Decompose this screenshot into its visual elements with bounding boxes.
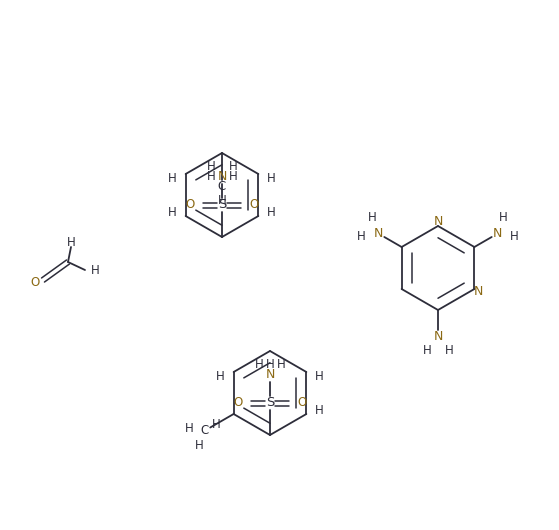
Text: H: H (195, 439, 203, 452)
Text: H: H (207, 160, 215, 172)
Text: H: H (216, 369, 225, 383)
Text: N: N (473, 285, 483, 298)
Text: H: H (423, 343, 432, 357)
Text: C: C (218, 181, 226, 193)
Text: H: H (229, 170, 238, 182)
Text: H: H (267, 206, 276, 218)
Text: S: S (266, 396, 274, 410)
Text: H: H (315, 369, 324, 383)
Text: H: H (168, 206, 177, 218)
Text: H: H (357, 230, 366, 243)
Text: H: H (444, 343, 453, 357)
Text: H: H (315, 403, 324, 417)
Text: O: O (297, 396, 307, 410)
Text: H: H (277, 358, 286, 370)
Text: H: H (184, 422, 193, 435)
Text: H: H (255, 358, 263, 370)
Text: N: N (433, 331, 443, 343)
Text: H: H (67, 235, 75, 249)
Text: H: H (267, 172, 276, 184)
Text: H: H (510, 230, 519, 243)
Text: H: H (229, 160, 238, 172)
Text: N: N (266, 368, 274, 382)
Text: H: H (266, 358, 274, 372)
Text: H: H (212, 418, 221, 430)
Text: S: S (218, 199, 226, 211)
Text: C: C (200, 425, 209, 437)
Text: O: O (30, 277, 40, 289)
Text: H: H (368, 211, 377, 224)
Text: N: N (217, 171, 227, 183)
Text: H: H (91, 263, 100, 277)
Text: H: H (499, 211, 508, 224)
Text: H: H (168, 172, 177, 184)
Text: H: H (207, 170, 215, 182)
Text: O: O (249, 199, 259, 211)
Text: N: N (433, 215, 443, 228)
Text: N: N (373, 227, 383, 240)
Text: O: O (233, 396, 243, 410)
Text: O: O (186, 199, 195, 211)
Text: N: N (493, 227, 503, 240)
Text: H: H (217, 193, 226, 207)
